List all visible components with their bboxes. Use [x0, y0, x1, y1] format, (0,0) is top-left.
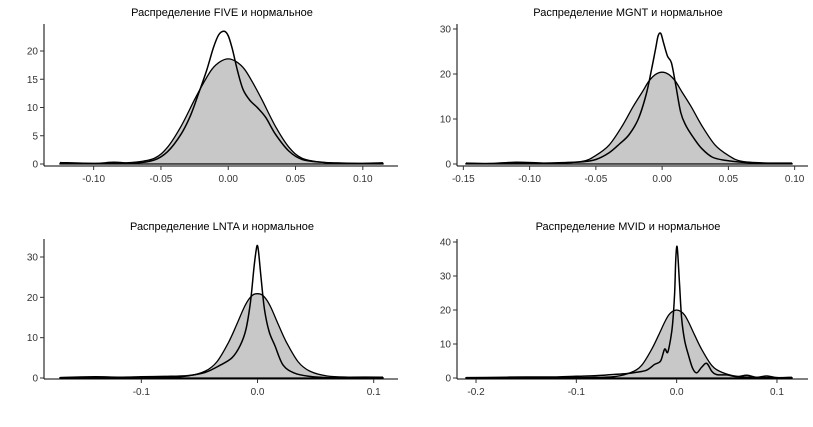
x-tick-label: -0.1 [568, 387, 586, 398]
x-tick-label: -0.10 [82, 174, 105, 185]
x-tick-label: 0.10 [353, 174, 373, 185]
x-tick-label: 0.1 [770, 387, 784, 398]
panel-title: Распределение FIVE и нормальное [131, 7, 313, 19]
empirical-density-line [59, 244, 384, 379]
panel-five: Распределение FIVE и нормальное -0.10 -0.… [27, 7, 398, 185]
y-tick-label: 0 [32, 160, 38, 171]
y-tick-label: 10 [440, 340, 452, 351]
x-tick-label: 0.00 [218, 174, 238, 185]
panel-title: Распределение MVID и нормальное [536, 221, 721, 233]
y-tick-label: 0 [445, 374, 451, 385]
y-tick-label: 20 [440, 70, 452, 81]
x-tick-label: -0.1 [133, 387, 151, 398]
y-tick-label: 30 [440, 272, 452, 283]
y-tick-label: 20 [440, 306, 452, 317]
normal-density-area [465, 309, 793, 379]
normal-density-area [59, 58, 384, 165]
panel-lnta: Распределение LNTA и нормальное -0.1 0.0 0… [27, 221, 398, 398]
y-tick-label: 0 [445, 160, 451, 171]
x-ticks: -0.15 -0.10 -0.05 0.00 0.05 0.10 [452, 166, 805, 185]
panel-title: Распределение LNTA и нормальное [130, 221, 314, 233]
empirical-density-line [59, 30, 384, 165]
x-ticks: -0.2 -0.1 0.0 0.1 [467, 379, 784, 398]
normal-density-area [465, 71, 793, 165]
y-tick-label: 0 [32, 374, 38, 385]
y-tick-label: 15 [27, 75, 39, 86]
x-ticks: -0.10 -0.05 0.00 0.05 0.10 [82, 166, 373, 185]
y-tick-label: 10 [27, 333, 39, 344]
x-tick-label: 0.0 [670, 387, 684, 398]
y-tick-label: 10 [440, 115, 452, 126]
x-tick-label: -0.05 [150, 174, 173, 185]
y-tick-label: 5 [32, 131, 38, 142]
y-ticks: 0 5 10 15 20 [27, 47, 44, 171]
normal-density-area [59, 293, 384, 379]
y-tick-label: 30 [440, 25, 452, 36]
y-ticks: 0 10 20 30 [27, 253, 44, 385]
x-tick-label: -0.05 [584, 174, 607, 185]
y-tick-label: 20 [27, 293, 39, 304]
x-ticks: -0.1 0.0 0.1 [133, 379, 381, 398]
empirical-density-line [465, 32, 793, 165]
y-tick-label: 30 [27, 253, 39, 264]
y-tick-label: 40 [440, 238, 452, 249]
y-tick-label: 20 [27, 47, 39, 58]
x-tick-label: 0.1 [367, 387, 381, 398]
x-tick-label: 0.05 [719, 174, 739, 185]
x-tick-label: -0.10 [518, 174, 541, 185]
x-tick-label: -0.15 [452, 174, 475, 185]
x-tick-label: 0.0 [251, 387, 265, 398]
x-tick-label: 0.10 [785, 174, 805, 185]
x-tick-label: -0.2 [467, 387, 485, 398]
y-tick-label: 10 [27, 103, 39, 114]
empirical-density-line [465, 245, 793, 379]
panel-mgnt: Распределение MGNT и нормальное -0.15 -0.… [440, 7, 808, 185]
y-ticks: 0 10 20 30 [440, 25, 457, 171]
x-tick-label: 0.00 [652, 174, 672, 185]
x-tick-label: 0.05 [286, 174, 306, 185]
panel-title: Распределение MGNT и нормальное [533, 7, 723, 19]
panel-mvid: Распределение MVID и нормальное -0.2 -0.1… [440, 221, 808, 398]
y-ticks: 0 10 20 30 40 [440, 238, 457, 385]
